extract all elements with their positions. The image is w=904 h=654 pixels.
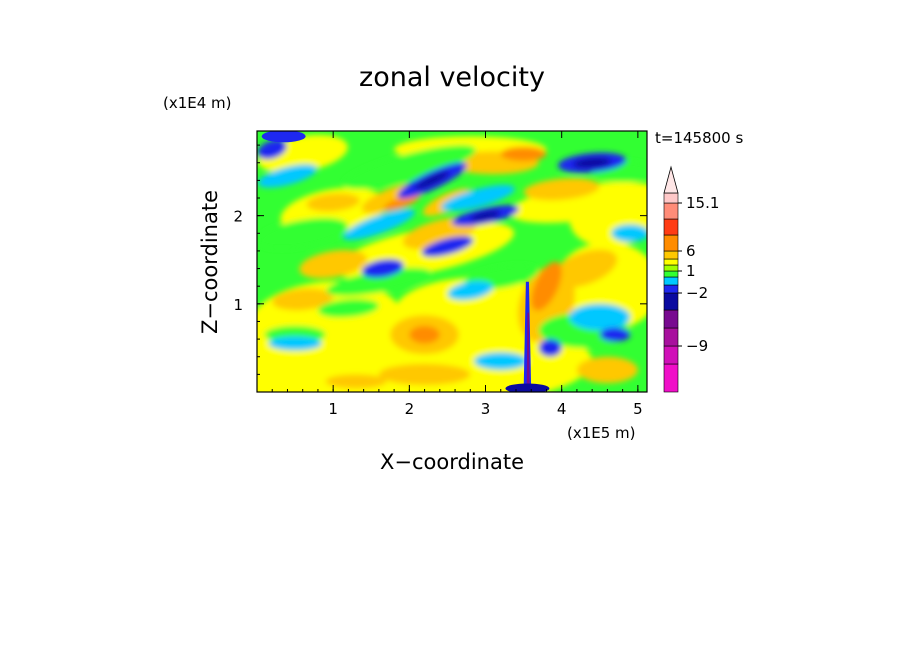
field-contour: [538, 339, 562, 357]
x-tick-label: 4: [557, 400, 567, 418]
time-label: t=145800 s: [655, 129, 743, 147]
field-contour: [318, 299, 379, 318]
colorbar-segment: [663, 258, 679, 266]
field-contour: [421, 236, 474, 257]
field-contour: [299, 249, 368, 279]
colorbar-tick-label: −9: [686, 337, 708, 355]
field-contour: [325, 374, 387, 389]
x-scale-label: (x1E5 m): [567, 424, 636, 442]
colorbar-segment: [663, 292, 679, 311]
field-contour: [470, 210, 501, 221]
field-contour: [409, 325, 440, 344]
field-contour: [257, 139, 287, 160]
field-contour: [361, 259, 404, 278]
field-contour: [447, 281, 493, 301]
field-contour: [576, 356, 638, 384]
colorbar-segment: [663, 192, 679, 204]
field-contour: [573, 157, 612, 169]
x-tick-label: 1: [328, 400, 338, 418]
field-contour: [523, 178, 600, 201]
field-contour: [441, 184, 515, 212]
colorbar-segment: [663, 250, 679, 260]
field-contour: [268, 336, 322, 351]
field-contour: [611, 224, 647, 243]
colorbar-segment: [663, 327, 679, 347]
field-contour: [414, 171, 450, 190]
colorbar-segment: [663, 264, 679, 272]
field-contour: [306, 193, 360, 212]
field-contour: [531, 261, 562, 311]
colorbar-tick-label: −2: [686, 284, 708, 302]
field-contour: [551, 249, 618, 288]
colorbar-segment: [663, 363, 679, 393]
x-tick-label: 3: [481, 400, 491, 418]
colorbar-tick-label: 6: [686, 242, 696, 260]
field-contour: [257, 218, 348, 249]
x-tick-label: 5: [633, 400, 643, 418]
contour-field: [257, 131, 647, 392]
y-tick-label: 2: [233, 208, 243, 226]
field-contour: [500, 146, 547, 161]
colorbar-segment: [663, 202, 679, 220]
y-tick-label: 1: [233, 296, 243, 314]
colorbar-segment: [663, 284, 679, 294]
field-contour: [378, 363, 471, 385]
field-contour: [383, 194, 420, 211]
colorbar-tick-label: 15.1: [686, 194, 719, 212]
colorbar: 15.1 6 1 −2 −9: [663, 165, 719, 393]
field-contour: [569, 303, 631, 331]
colorbar-segment: [663, 345, 679, 365]
colorbar-segment: [663, 309, 679, 329]
colorbar-segment: [663, 276, 679, 286]
y-scale-label: (x1E4 m): [163, 94, 232, 112]
field-contour: [474, 352, 528, 370]
colorbar-segment: [663, 234, 679, 252]
field-contour: [599, 327, 631, 342]
field-contour: [342, 209, 415, 240]
field-contour: [326, 267, 432, 296]
field-contour: [257, 164, 317, 188]
chart-title: zonal velocity: [359, 62, 545, 93]
field-contour-streak-core: [526, 312, 530, 392]
x-tick-label: 2: [405, 400, 415, 418]
colorbar-over-arrow: [663, 165, 679, 194]
colorbar-segment: [663, 270, 679, 278]
y-axis-label: Z−coordinate: [198, 190, 222, 334]
plot-frame: [256, 130, 648, 393]
colorbar-tick-label: 1: [686, 262, 696, 280]
colorbar-segment: [663, 218, 679, 236]
field-contour: [343, 145, 476, 190]
x-axis-label: X−coordinate: [380, 450, 524, 474]
field-contour: [272, 288, 334, 311]
field-contour: [261, 131, 306, 143]
